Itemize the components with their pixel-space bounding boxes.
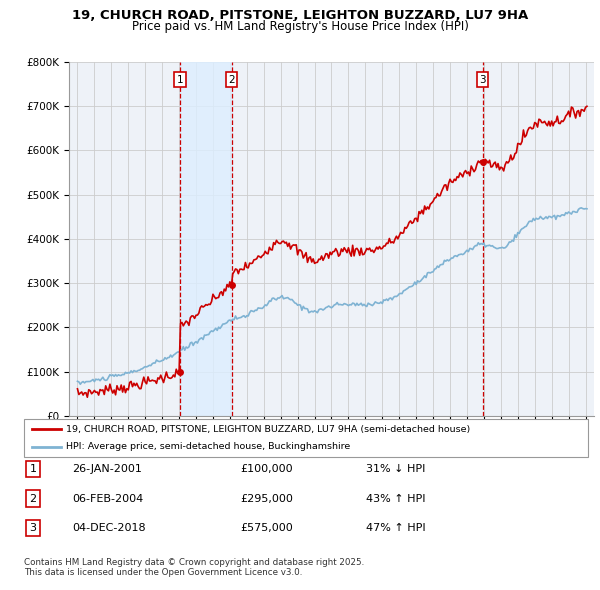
Text: 3: 3 [29,523,37,533]
Text: HPI: Average price, semi-detached house, Buckinghamshire: HPI: Average price, semi-detached house,… [66,442,350,451]
Text: 31% ↓ HPI: 31% ↓ HPI [366,464,425,474]
Text: 47% ↑ HPI: 47% ↑ HPI [366,523,425,533]
Text: Contains HM Land Registry data © Crown copyright and database right 2025.
This d: Contains HM Land Registry data © Crown c… [24,558,364,577]
Bar [180,62,232,416]
Text: 3: 3 [479,75,486,84]
Text: 06-FEB-2004: 06-FEB-2004 [72,494,143,503]
Text: 43% ↑ HPI: 43% ↑ HPI [366,494,425,503]
Text: 26-JAN-2001: 26-JAN-2001 [72,464,142,474]
Text: 2: 2 [228,75,235,84]
Text: 19, CHURCH ROAD, PITSTONE, LEIGHTON BUZZARD, LU7 9HA: 19, CHURCH ROAD, PITSTONE, LEIGHTON BUZZ… [72,9,528,22]
Text: Price paid vs. HM Land Registry's House Price Index (HPI): Price paid vs. HM Land Registry's House … [131,20,469,33]
Text: 1: 1 [29,464,37,474]
Text: 04-DEC-2018: 04-DEC-2018 [72,523,146,533]
Text: 19, CHURCH ROAD, PITSTONE, LEIGHTON BUZZARD, LU7 9HA (semi-detached house): 19, CHURCH ROAD, PITSTONE, LEIGHTON BUZZ… [66,425,470,434]
Text: 2: 2 [29,494,37,503]
Text: £575,000: £575,000 [240,523,293,533]
Text: 1: 1 [177,75,184,84]
Text: £295,000: £295,000 [240,494,293,503]
Text: £100,000: £100,000 [240,464,293,474]
